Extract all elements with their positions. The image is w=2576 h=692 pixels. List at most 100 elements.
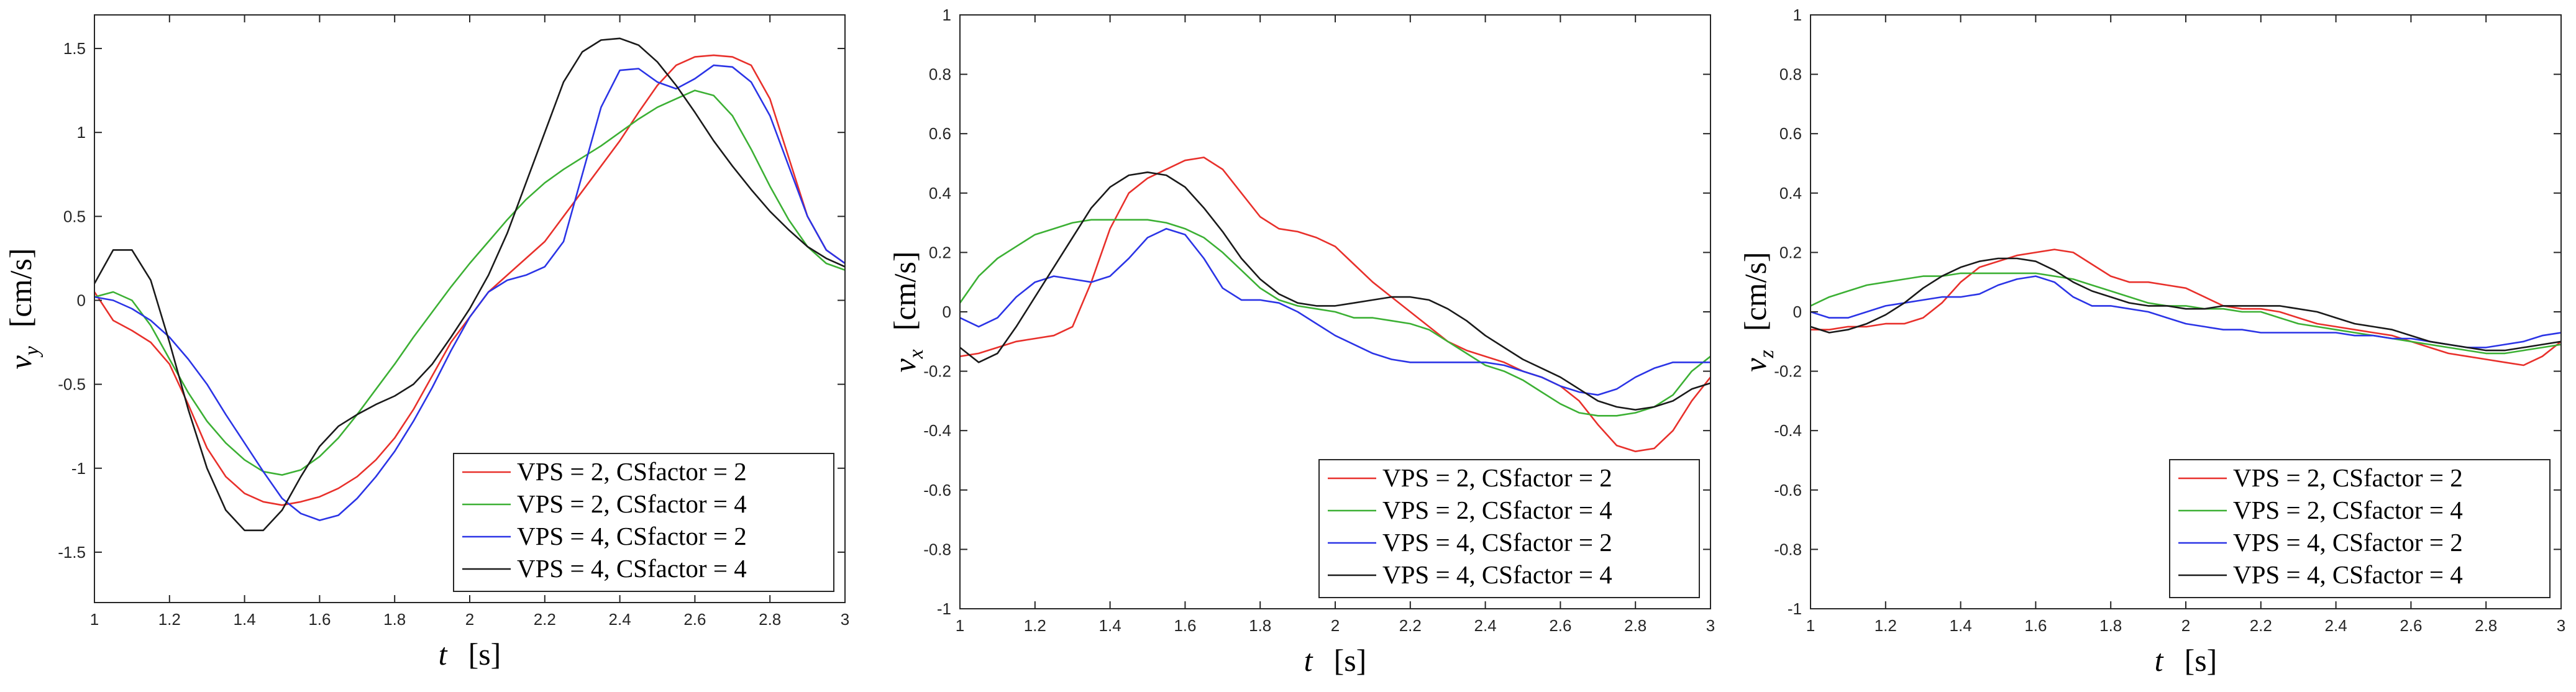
y-tick-label: 0.6 xyxy=(929,124,951,143)
x-tick-label: 2.4 xyxy=(2325,616,2347,635)
x-tick-label: 1.8 xyxy=(383,610,406,629)
y-tick-label: -1 xyxy=(937,599,951,618)
y-tick-label: 0 xyxy=(77,291,86,309)
x-tick-label: 1.4 xyxy=(1099,616,1121,635)
x-tick-label: 1 xyxy=(1806,616,1815,635)
y-tick-label: 1.5 xyxy=(63,39,86,58)
x-tick-label: 1.6 xyxy=(2024,616,2047,635)
legend-entry: VPS = 4, CSfactor = 4 xyxy=(2233,560,2463,589)
x-tick-label: 2 xyxy=(465,610,474,629)
legend: VPS = 2, CSfactor = 2 VPS = 2, CSfactor =… xyxy=(1318,459,1700,598)
x-tick-label: 2.8 xyxy=(759,610,781,629)
legend-entry: VPS = 2, CSfactor = 4 xyxy=(517,489,747,518)
y-tick-label: -1 xyxy=(71,459,86,478)
y-tick-label: -0.6 xyxy=(1774,481,1802,499)
y-axis-label: vy[cm/s] xyxy=(3,248,43,369)
x-tick-label: 1 xyxy=(90,610,99,629)
y-tick-label: 0.2 xyxy=(1779,243,1802,262)
legend-box xyxy=(2169,459,2551,598)
y-tick-label: -1 xyxy=(1788,599,1802,618)
legend-entry: VPS = 2, CSfactor = 4 xyxy=(2233,496,2463,524)
x-tick-label: 2.6 xyxy=(1549,616,1571,635)
y-tick-label: 0.2 xyxy=(929,243,951,262)
x-tick-label: 1.2 xyxy=(1024,616,1046,635)
x-tick-label: 2.2 xyxy=(534,610,556,629)
x-tick-label: 3 xyxy=(841,610,849,629)
x-tick-label: 1.8 xyxy=(2099,616,2122,635)
legend-entry: VPS = 4, CSfactor = 2 xyxy=(517,522,747,550)
x-tick-label: 2.6 xyxy=(683,610,706,629)
y-tick-label: 1 xyxy=(943,6,951,24)
x-tick-label: 1.2 xyxy=(1875,616,1897,635)
y-tick-label: 1 xyxy=(1793,6,1802,24)
y-axis-label: vz[cm/s] xyxy=(1738,252,1778,371)
x-tick-label: 1.6 xyxy=(1174,616,1196,635)
y-tick-label: 0 xyxy=(1793,303,1802,321)
x-tick-label: 3 xyxy=(2557,616,2565,635)
y-tick-label: -0.5 xyxy=(58,375,86,394)
x-axis-label: t [s] xyxy=(439,637,501,672)
legend-entry: VPS = 4, CSfactor = 4 xyxy=(1382,560,1612,589)
y-tick-label: 0.5 xyxy=(63,207,86,225)
series-line-4 xyxy=(94,37,845,532)
y-tick-label: 0.4 xyxy=(929,184,951,203)
chart-panel-1: 1 1.2 1.4 1.6 1.8 2 2.2 2.4 2.6 2.8 3 -1.5 -1 -0.5 0 0.… xyxy=(3,14,849,672)
y-tick-label: 0.8 xyxy=(929,65,951,84)
y-tick-label: 1 xyxy=(77,123,86,142)
legend-entry: VPS = 4, CSfactor = 4 xyxy=(517,554,747,583)
legend: VPS = 2, CSfactor = 2 VPS = 2, CSfactor =… xyxy=(2169,459,2551,598)
series-group xyxy=(1811,248,2561,366)
y-tick-label: 0.6 xyxy=(1779,124,1802,143)
x-tick-label: 2 xyxy=(2181,616,2190,635)
y-tick-label: 0 xyxy=(943,303,951,321)
legend-box xyxy=(1318,459,1700,598)
x-tick-label: 3 xyxy=(1706,616,1715,635)
series-line-2 xyxy=(1811,272,2561,355)
legend-entry: VPS = 4, CSfactor = 2 xyxy=(2233,528,2463,557)
series-line-1 xyxy=(1811,248,2561,366)
y-tick-label: -0.2 xyxy=(1774,362,1802,381)
x-tick-label: 2.8 xyxy=(1624,616,1647,635)
series-line-4 xyxy=(1811,257,2561,352)
series-line-2 xyxy=(94,89,845,476)
y-tick-label: -0.8 xyxy=(923,540,951,558)
legend-entry: VPS = 2, CSfactor = 2 xyxy=(2233,463,2463,492)
x-tick-label: 2.4 xyxy=(1474,616,1497,635)
x-tick-label: 1.6 xyxy=(308,610,331,629)
y-axis-label: vx[cm/s] xyxy=(887,251,928,372)
x-tick-label: 2.2 xyxy=(1399,616,1422,635)
x-tick-label: 1.4 xyxy=(234,610,256,629)
x-tick-label: 1.4 xyxy=(1950,616,1972,635)
legend-entry: VPS = 2, CSfactor = 2 xyxy=(1382,463,1612,492)
x-tick-label: 2 xyxy=(1331,616,1340,635)
y-tick-label: -0.8 xyxy=(1774,540,1802,558)
series-group xyxy=(94,37,845,532)
chart-panel-3: 1 1.2 1.4 1.6 1.8 2 2.2 2.4 2.6 2.8 3 -1 -0.8 -0.6 -0.… xyxy=(1738,6,2565,678)
series-line-2 xyxy=(960,219,1710,417)
x-tick-label: 2.6 xyxy=(2400,616,2422,635)
y-tick-label: 0.8 xyxy=(1779,65,1802,84)
x-tick-label: 2.4 xyxy=(609,610,631,629)
x-tick-label: 2.2 xyxy=(2250,616,2272,635)
series-line-1 xyxy=(960,157,1710,452)
legend-entry: VPS = 4, CSfactor = 2 xyxy=(1382,528,1612,557)
x-tick-label: 1.2 xyxy=(158,610,181,629)
legend-entry: VPS = 2, CSfactor = 2 xyxy=(517,457,747,486)
y-tick-label: -0.4 xyxy=(1774,421,1802,440)
y-tick-label: -0.4 xyxy=(923,421,951,440)
legend-entry: VPS = 2, CSfactor = 4 xyxy=(1382,496,1612,524)
x-axis-label: t [s] xyxy=(1304,643,1367,678)
chart-panel-2: 1 1.2 1.4 1.6 1.8 2 2.2 2.4 2.6 2.8 3 -1 -0.8 -0.6 -0.… xyxy=(887,6,1715,678)
x-tick-label: 2.8 xyxy=(2475,616,2497,635)
y-tick-label: 0.4 xyxy=(1779,184,1802,203)
legend-box xyxy=(453,453,834,592)
y-tick-label: -1.5 xyxy=(58,543,86,562)
legend: VPS = 2, CSfactor = 2 VPS = 2, CSfactor =… xyxy=(453,453,834,592)
y-tick-label: -0.2 xyxy=(923,362,951,381)
x-tick-label: 1.8 xyxy=(1249,616,1271,635)
x-tick-label: 1 xyxy=(956,616,964,635)
series-group xyxy=(960,157,1710,452)
x-axis-label: t [s] xyxy=(2155,643,2217,678)
series-line-3 xyxy=(94,64,845,521)
